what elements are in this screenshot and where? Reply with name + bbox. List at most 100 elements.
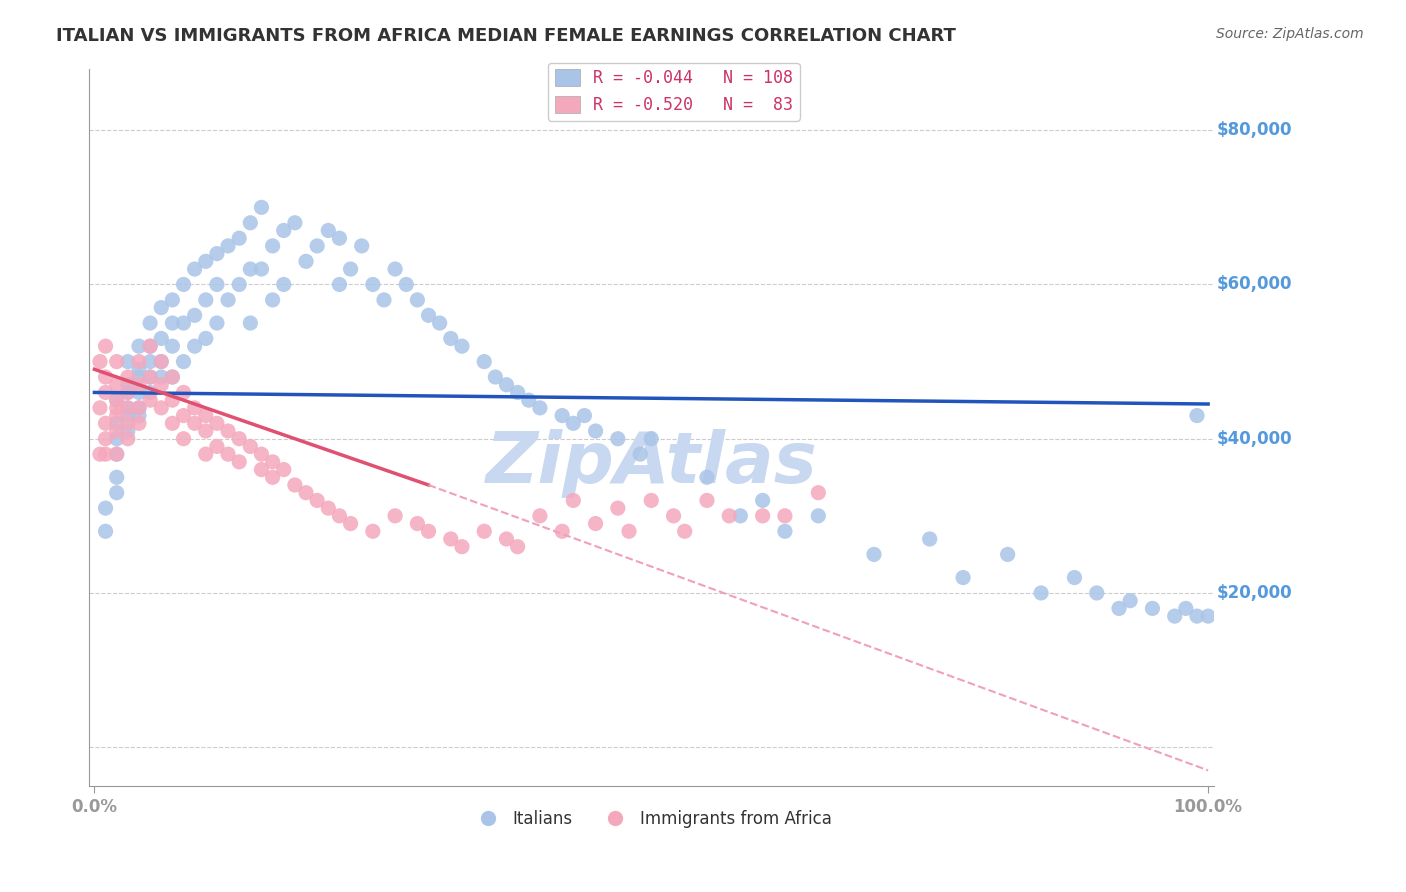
Point [162, 293, 184, 307]
Point [328, 508, 350, 523]
Point [94, 432, 117, 446]
Point [128, 417, 150, 431]
Point [662, 508, 685, 523]
Point [418, 524, 440, 539]
Point [628, 447, 651, 461]
Point [139, 339, 162, 353]
Point [105, 377, 128, 392]
Point [384, 508, 406, 523]
Point [117, 424, 139, 438]
Point [673, 524, 696, 539]
Point [606, 501, 628, 516]
Point [585, 516, 607, 531]
Point [250, 262, 273, 277]
Point [451, 339, 474, 353]
Point [429, 316, 451, 330]
Point [105, 470, 128, 484]
Point [183, 417, 205, 431]
Point [105, 432, 128, 446]
Point [150, 354, 173, 368]
Point [361, 277, 384, 292]
Point [484, 370, 506, 384]
Point [183, 262, 205, 277]
Point [173, 385, 195, 400]
Point [183, 401, 205, 415]
Point [205, 316, 228, 330]
Point [117, 401, 139, 415]
Point [551, 409, 574, 423]
Point [94, 370, 117, 384]
Point [139, 370, 162, 384]
Point [440, 331, 463, 345]
Point [173, 277, 195, 292]
Point [89, 401, 111, 415]
Point [205, 417, 228, 431]
Point [472, 354, 495, 368]
Point [918, 532, 941, 546]
Point [117, 370, 139, 384]
Point [183, 339, 205, 353]
Point [117, 417, 139, 431]
Point [239, 216, 262, 230]
Point [228, 432, 250, 446]
Point [517, 393, 540, 408]
Point [295, 254, 318, 268]
Point [89, 447, 111, 461]
Point [495, 377, 517, 392]
Point [730, 508, 752, 523]
Text: Source: ZipAtlas.com: Source: ZipAtlas.com [1216, 27, 1364, 41]
Point [472, 524, 495, 539]
Point [395, 277, 418, 292]
Point [328, 231, 350, 245]
Point [117, 385, 139, 400]
Point [440, 532, 463, 546]
Point [529, 401, 551, 415]
Point [94, 447, 117, 461]
Point [696, 493, 718, 508]
Point [696, 470, 718, 484]
Point [751, 493, 773, 508]
Point [239, 439, 262, 453]
Point [574, 409, 596, 423]
Point [1029, 586, 1052, 600]
Point [1185, 609, 1208, 624]
Point [139, 393, 162, 408]
Point [205, 277, 228, 292]
Point [1174, 601, 1197, 615]
Point [1142, 601, 1164, 615]
Point [585, 424, 607, 438]
Point [863, 548, 886, 562]
Point [117, 432, 139, 446]
Point [562, 493, 585, 508]
Point [506, 385, 529, 400]
Point [150, 370, 173, 384]
Point [128, 401, 150, 415]
Point [105, 401, 128, 415]
Point [194, 293, 217, 307]
Point [139, 354, 162, 368]
Point [128, 362, 150, 376]
Point [105, 424, 128, 438]
Point [418, 308, 440, 322]
Point [183, 308, 205, 322]
Point [162, 393, 184, 408]
Point [150, 401, 173, 415]
Point [139, 385, 162, 400]
Point [105, 409, 128, 423]
Text: $80,000: $80,000 [1218, 121, 1292, 139]
Point [316, 501, 339, 516]
Point [562, 417, 585, 431]
Point [105, 417, 128, 431]
Point [150, 354, 173, 368]
Point [89, 354, 111, 368]
Point [162, 417, 184, 431]
Point [316, 223, 339, 237]
Point [384, 262, 406, 277]
Point [273, 223, 295, 237]
Point [128, 370, 150, 384]
Point [128, 354, 150, 368]
Point [262, 455, 284, 469]
Text: ZipAtlas: ZipAtlas [485, 428, 817, 498]
Point [495, 532, 517, 546]
Point [217, 239, 239, 253]
